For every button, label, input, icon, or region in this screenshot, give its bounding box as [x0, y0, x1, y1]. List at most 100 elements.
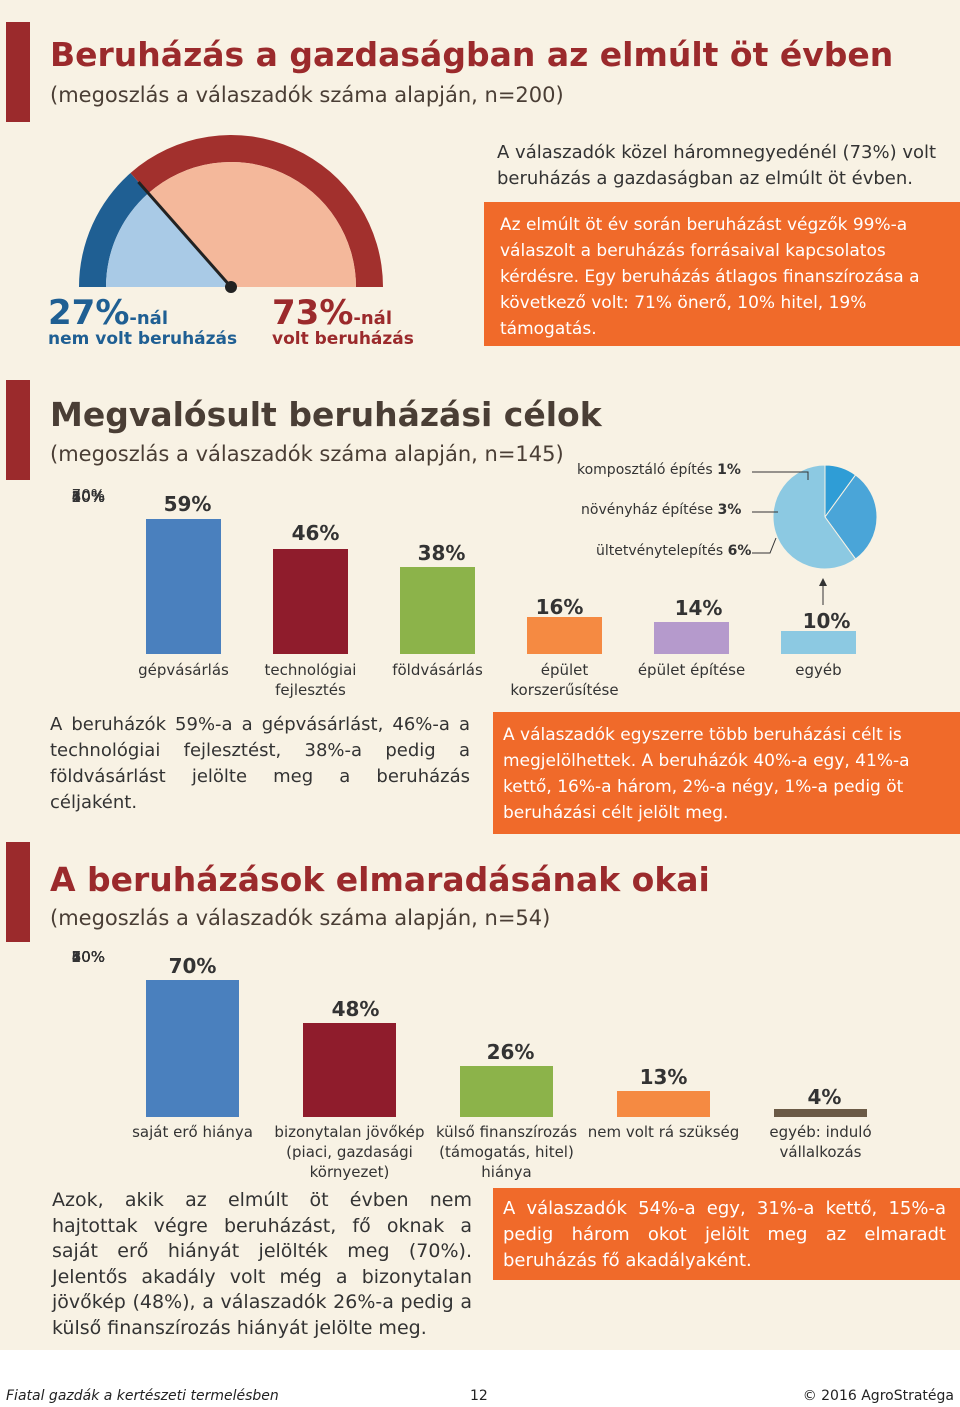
section3-info-text: A válaszadók 54%-a egy, 31%-a kettő, 15%…: [503, 1198, 946, 1271]
goals-bar: [146, 519, 221, 654]
goals-category-label: épület építése: [637, 661, 746, 679]
section3-title: A beruházások elmaradásának okai: [50, 860, 710, 899]
gauge-no-label: 27%-nál nem volt beruházás: [48, 293, 258, 349]
section1-info-text: Az elmúlt öt év során beruházást végzők …: [500, 215, 920, 339]
reasons-ytick: 50%: [71, 948, 105, 966]
reasons-value-label: 4%: [807, 1085, 842, 1110]
investment-gauge: [79, 135, 383, 293]
gauge-needle: [137, 180, 237, 293]
gauge-no-caption: nem volt beruházás: [48, 329, 238, 349]
footer-page-number: 12: [470, 1388, 488, 1404]
section3-subtitle: (megoszlás a válaszadók száma alapján, n…: [50, 906, 551, 930]
section1-title: Beruházás a gazdaságban az elmúlt öt évb…: [50, 35, 894, 74]
goals-category-label: egyéb: [795, 661, 842, 679]
goals-ytick: 60%: [71, 488, 105, 506]
section3-info-box: A válaszadók 54%-a egy, 31%-a kettő, 15%…: [493, 1188, 960, 1280]
gauge-no-suffix: -nál: [129, 308, 168, 329]
goals-bar: [527, 617, 602, 654]
reasons-ytick: 0%: [81, 948, 105, 966]
section2-paragraph: A beruházók 59%-a a gépvásárlást, 46%-a …: [50, 714, 470, 813]
gauge-no-inner: [106, 193, 231, 287]
gauge-yes-outer: [130, 135, 383, 287]
reasons-category-label: külső finanszírozás (támogatás, hitel) h…: [435, 1123, 578, 1181]
goals-ytick: 30%: [71, 488, 105, 506]
goals-bar: [273, 548, 348, 654]
footer-publication: Fiatal gazdák a kertészeti termelésben: [6, 1388, 279, 1404]
gauge-no-pct: 27%: [48, 293, 130, 333]
goals-ytick: 0%: [81, 488, 105, 506]
gauge-yes-suffix: -nál: [353, 308, 392, 329]
reasons-ytick: 60%: [71, 948, 105, 966]
section1-accent-bar: [6, 22, 30, 122]
pie-note-value: 1%: [717, 462, 741, 478]
goals-category-label: gépvásárlás: [138, 661, 229, 679]
goals-category-label: épület korszerűsítése: [510, 661, 619, 699]
gauge-yes-caption: volt beruházás: [272, 329, 414, 349]
goals-ytick: 40%: [71, 488, 105, 506]
other-goals-pie-slices: [772, 464, 878, 570]
gauge-no-outer: [79, 172, 149, 287]
reasons-bar: [146, 979, 239, 1117]
goals-ytick: 70%: [71, 486, 105, 504]
goals-bar-chart: 59% gépvásárlás 46% technológiai fejlesztés…: [138, 492, 856, 699]
gauge-slices: [79, 135, 383, 287]
pie-note-compost: komposztáló építés 1%: [577, 462, 741, 478]
reasons-ytick: 30%: [71, 948, 105, 966]
reasons-ytick: 40%: [71, 948, 105, 966]
reasons-ytick: 10%: [71, 948, 105, 966]
reasons-category-label: nem volt rá szükség: [587, 1123, 740, 1141]
pie-leader-lines: [752, 471, 827, 605]
section3-paragraph: Azok, akik az elmúlt öt évben nem hajtot…: [52, 1189, 472, 1339]
page-footer: Fiatal gazdák a kertészeti termelésben 1…: [0, 1350, 960, 1407]
reasons-category-label: egyéb: induló vállalkozás: [769, 1123, 872, 1161]
reasons-bar: [460, 1065, 553, 1117]
pie-note-label: növényház építése: [581, 502, 714, 518]
pie-slice: [824, 474, 878, 560]
goals-ytick: 20%: [71, 488, 105, 506]
goals-value-label: 14%: [674, 596, 723, 620]
gauge-yes-pct: 73%: [272, 293, 354, 333]
goals-ytick: 50%: [71, 488, 105, 506]
reasons-bar: [617, 1091, 710, 1117]
section1-subtitle: (megoszlás a válaszadók száma alapján, n…: [50, 83, 564, 107]
pie-note-label: ültetvénytelepítés: [596, 543, 724, 559]
goals-ytick: 10%: [71, 488, 105, 506]
section2-subtitle: (megoszlás a válaszadók száma alapján, n…: [50, 442, 564, 466]
reasons-bar: [303, 1022, 396, 1117]
gauge-yes-inner: [148, 162, 356, 287]
goals-value-label: 38%: [417, 541, 466, 566]
pie-slice: [772, 464, 857, 570]
goals-category-label: földvásárlás: [392, 661, 483, 679]
reasons-category-label: bizonytalan jövőkép (piaci, gazdasági kö…: [274, 1123, 425, 1181]
reasons-ytick: 20%: [71, 948, 105, 966]
section3-accent-bar: [6, 842, 30, 942]
goals-value-label: 16%: [535, 595, 584, 620]
goals-bar: [654, 622, 729, 654]
gauge-yes-label: 73%-nál volt beruházás: [272, 293, 472, 349]
section2-info-text: A válaszadók egyszerre több beruházási c…: [503, 725, 910, 823]
infographic-page: Beruházás a gazdaságban az elmúlt öt évb…: [0, 0, 960, 1350]
reasons-value-label: 70%: [168, 953, 217, 978]
reasons-value-label: 48%: [331, 996, 380, 1021]
reasons-bar: [774, 1109, 867, 1117]
section2-info-box: A válaszadók egyszerre több beruházási c…: [493, 712, 960, 834]
goals-value-label: 46%: [291, 520, 340, 545]
reasons-value-label: 26%: [486, 1039, 535, 1064]
goals-value-label: 10%: [802, 609, 851, 634]
pie-note-plantation: ültetvénytelepítés 6%: [596, 543, 751, 559]
reasons-ytick: 70%: [71, 948, 105, 966]
goals-bar: [781, 631, 856, 654]
pie-note-greenhouse: növényház építése 3%: [581, 502, 741, 518]
section2-title: Megvalósult beruházási célok: [50, 395, 602, 434]
footer-copyright: © 2016 AgroStratéga: [802, 1388, 954, 1404]
goals-value-label: 59%: [163, 492, 212, 517]
reasons-ytick: 80%: [71, 948, 105, 966]
section2-accent-bar: [6, 380, 30, 480]
goals-category-label: technológiai fejlesztés: [264, 661, 357, 699]
reasons-category-label: saját erő hiánya: [132, 1123, 253, 1141]
other-goals-pie: [772, 464, 878, 570]
pie-note-value: 6%: [727, 543, 752, 559]
pie-note-value: 3%: [717, 502, 742, 518]
section1-summary: A válaszadók közel háromnegyedénél (73%)…: [497, 142, 937, 189]
section1-info-box: Az elmúlt öt év során beruházást végzők …: [484, 202, 960, 346]
